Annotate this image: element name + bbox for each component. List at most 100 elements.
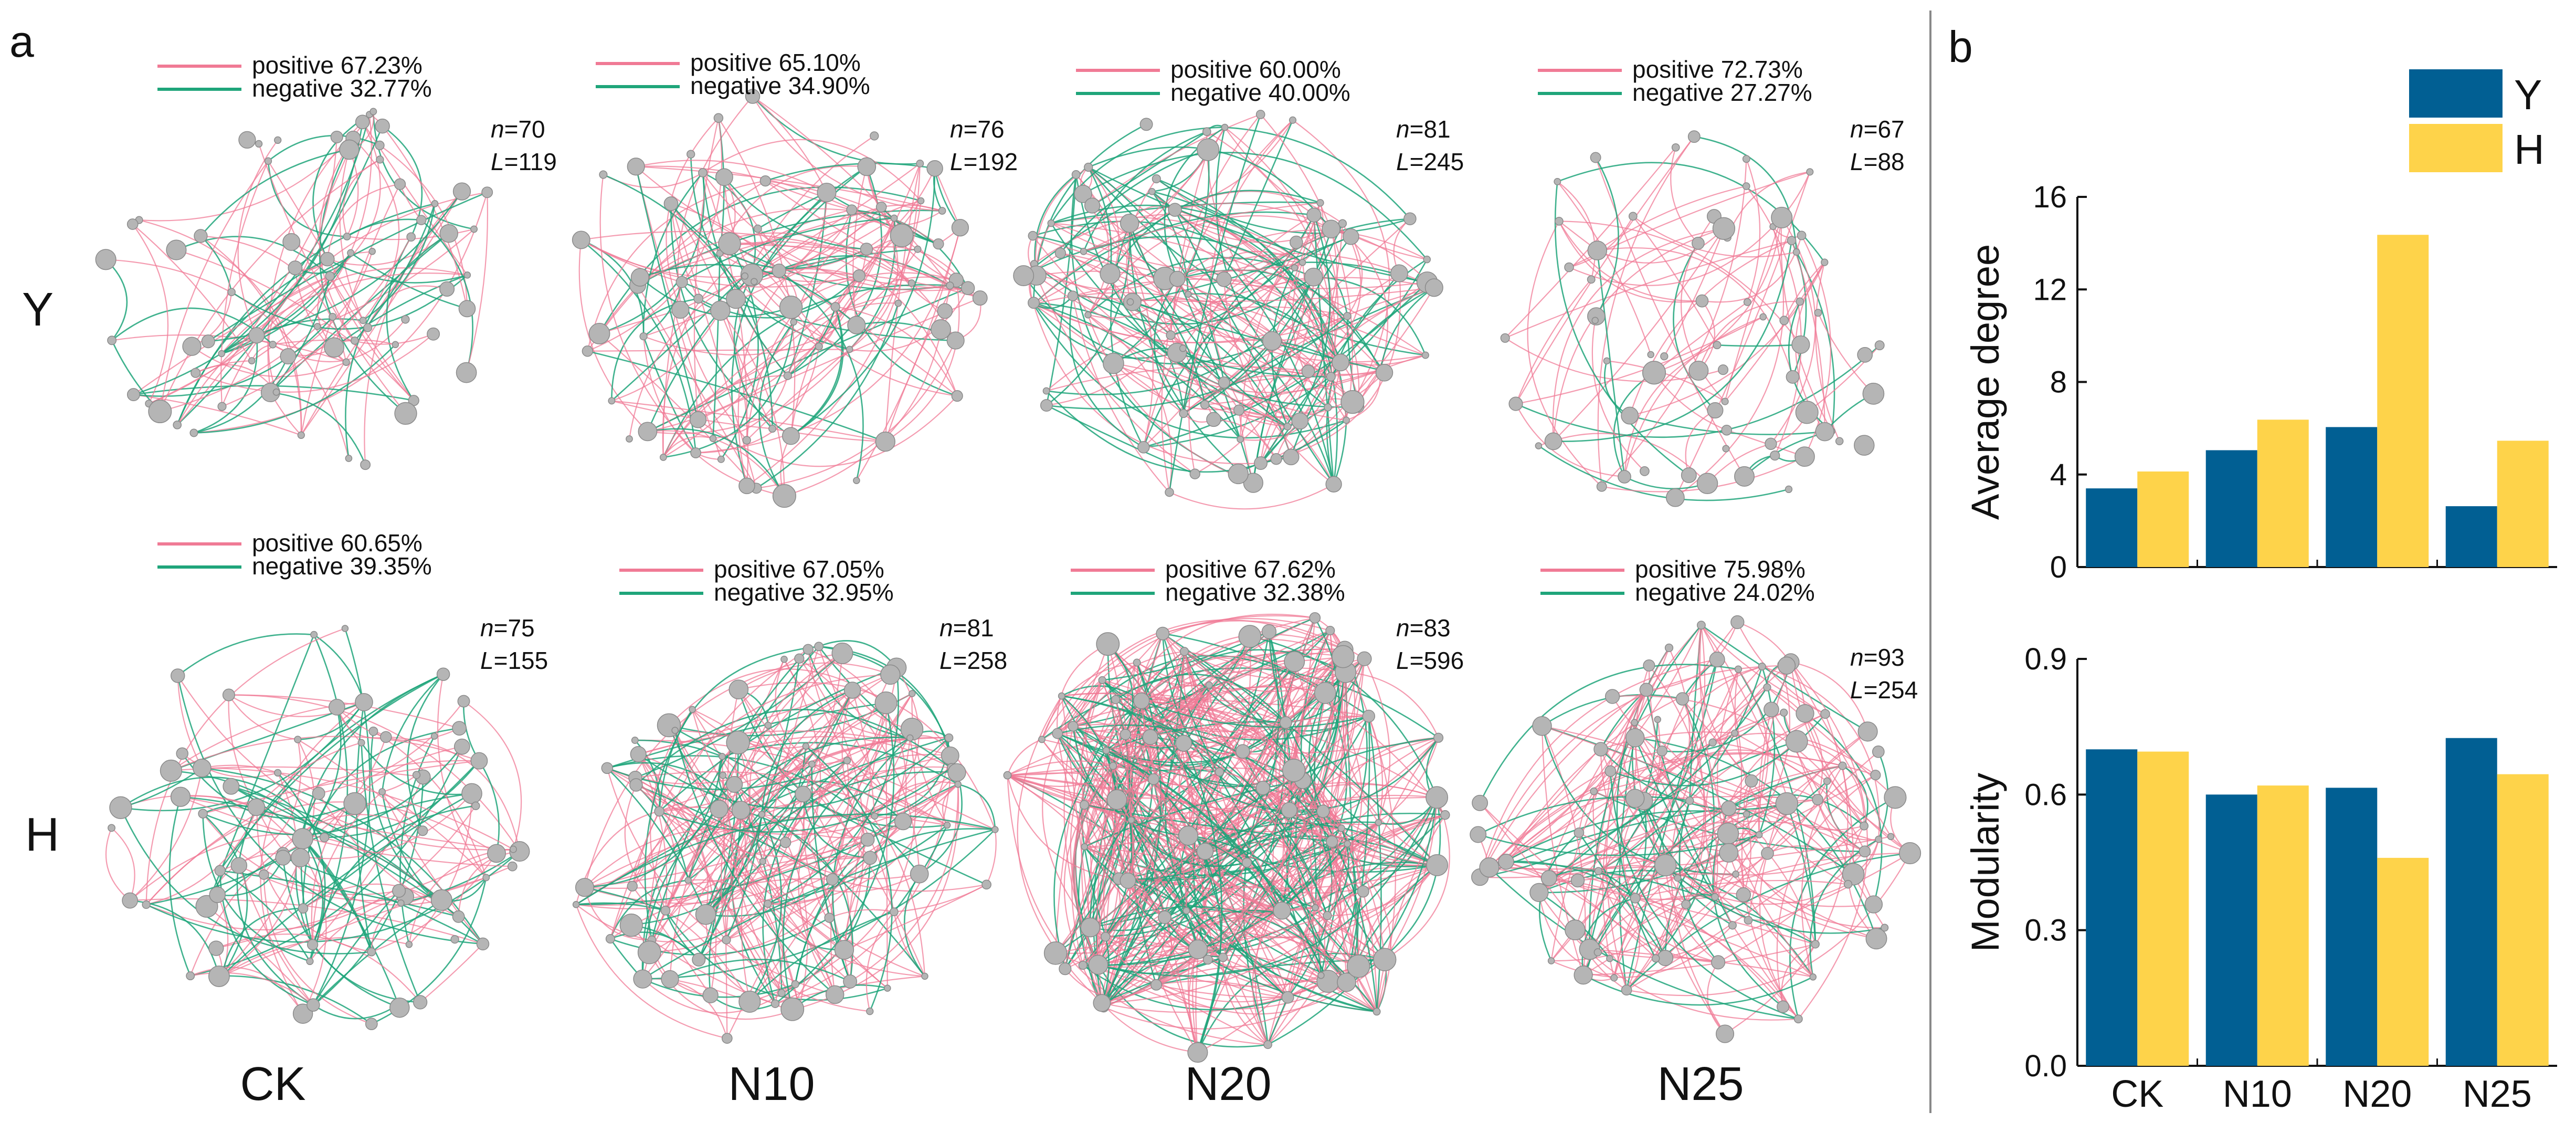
positive-link <box>1646 622 1738 690</box>
node-count: n=67 <box>1850 116 1905 143</box>
network-node <box>342 358 350 366</box>
network-node <box>347 249 355 257</box>
positive-link <box>730 810 800 1009</box>
negative-link <box>350 252 468 310</box>
positive-link <box>129 768 203 901</box>
network-node <box>1426 786 1449 809</box>
positive-link <box>1559 221 1801 345</box>
negative-link <box>1088 166 1112 274</box>
positive-link <box>599 174 696 454</box>
positive-link <box>1737 622 1826 715</box>
network-node <box>1535 442 1543 449</box>
network-legend-h-n10: positive 67.05%negative 32.95% <box>619 555 894 606</box>
network-node <box>312 787 325 800</box>
network-node <box>461 783 482 804</box>
positive-link <box>1791 240 1825 432</box>
negative-link <box>1223 120 1294 280</box>
network-node <box>310 631 318 638</box>
network-node <box>1640 466 1650 476</box>
y-tick-label: 12 <box>2033 272 2067 307</box>
network-node <box>1058 692 1065 700</box>
network-links-y-n25 <box>1504 135 1881 501</box>
positive-link <box>1698 625 1752 782</box>
negative-link <box>202 813 310 962</box>
network-legend-y-n20: positive 60.00%negative 40.00% <box>1076 56 1350 106</box>
network-node <box>1098 676 1106 684</box>
network-links-h-ck <box>105 627 522 1025</box>
positive-link <box>1260 287 1434 464</box>
negative-link <box>1098 797 1438 977</box>
negative-link <box>903 873 926 977</box>
positive-link <box>705 772 957 915</box>
negative-link <box>146 857 283 906</box>
network-node <box>1785 730 1808 753</box>
network-node <box>687 150 695 159</box>
network-node <box>1344 840 1352 848</box>
network-node <box>1812 794 1824 805</box>
positive-link <box>171 736 480 771</box>
positive-link <box>674 730 845 950</box>
positive-link <box>1743 814 1751 895</box>
positive-link <box>1634 798 1874 907</box>
network-node <box>1859 845 1871 858</box>
network-node <box>290 848 310 867</box>
network-node <box>759 175 771 187</box>
positive-link <box>1505 666 1762 862</box>
negative-link <box>1061 695 1118 800</box>
legend-negative-text: negative 32.38% <box>1165 579 1345 606</box>
network-node <box>1814 309 1822 317</box>
positive-link <box>756 340 956 489</box>
positive-link <box>695 227 961 454</box>
positive-link <box>1552 228 1724 442</box>
legend-label-y: Y <box>2514 71 2542 118</box>
network-node <box>1228 463 1249 485</box>
positive-link <box>1267 907 1316 1045</box>
negative-link <box>802 794 870 859</box>
positive-link <box>636 160 827 193</box>
positive-link <box>382 125 468 309</box>
positive-link <box>256 742 362 808</box>
positive-link <box>1489 867 1816 945</box>
network-node <box>1042 387 1050 395</box>
network-legend-h-n25: positive 75.98%negative 24.02% <box>1540 555 1815 606</box>
negative-link <box>1163 633 1369 717</box>
negative-link <box>313 634 365 702</box>
negative-link <box>346 218 421 237</box>
network-node <box>189 428 198 437</box>
network-node <box>633 969 652 989</box>
negative-link <box>219 674 444 871</box>
positive-link <box>297 739 424 832</box>
positive-link <box>1685 410 1716 476</box>
network-node <box>1096 632 1120 656</box>
negative-link <box>1188 293 1342 363</box>
node-count: n=75 <box>480 614 535 642</box>
positive-link <box>1188 949 1199 1053</box>
positive-link <box>1677 877 1849 905</box>
negative-link <box>1613 372 1655 477</box>
network-node <box>470 752 488 770</box>
negative-link <box>420 219 473 373</box>
positive-link <box>159 159 381 412</box>
network-node <box>1188 939 1208 959</box>
positive-link <box>1626 698 1705 991</box>
network-node <box>476 937 490 951</box>
network-node <box>1179 647 1189 656</box>
network-node <box>1564 262 1574 272</box>
negative-link <box>1102 679 1184 744</box>
network-node <box>710 800 729 819</box>
network-node <box>330 130 343 144</box>
network-node <box>1373 948 1397 971</box>
network-node <box>1346 955 1370 978</box>
positive-link <box>713 375 788 439</box>
positive-link <box>607 767 800 1009</box>
positive-link <box>399 184 422 221</box>
network-nodes-y-n25 <box>1500 130 1885 507</box>
network-node <box>1150 979 1162 991</box>
network-node <box>951 390 963 402</box>
network-node <box>824 913 835 923</box>
network-node <box>875 431 895 452</box>
negative-link <box>1088 146 1332 230</box>
network-node <box>726 775 743 793</box>
network-node <box>1745 774 1758 788</box>
